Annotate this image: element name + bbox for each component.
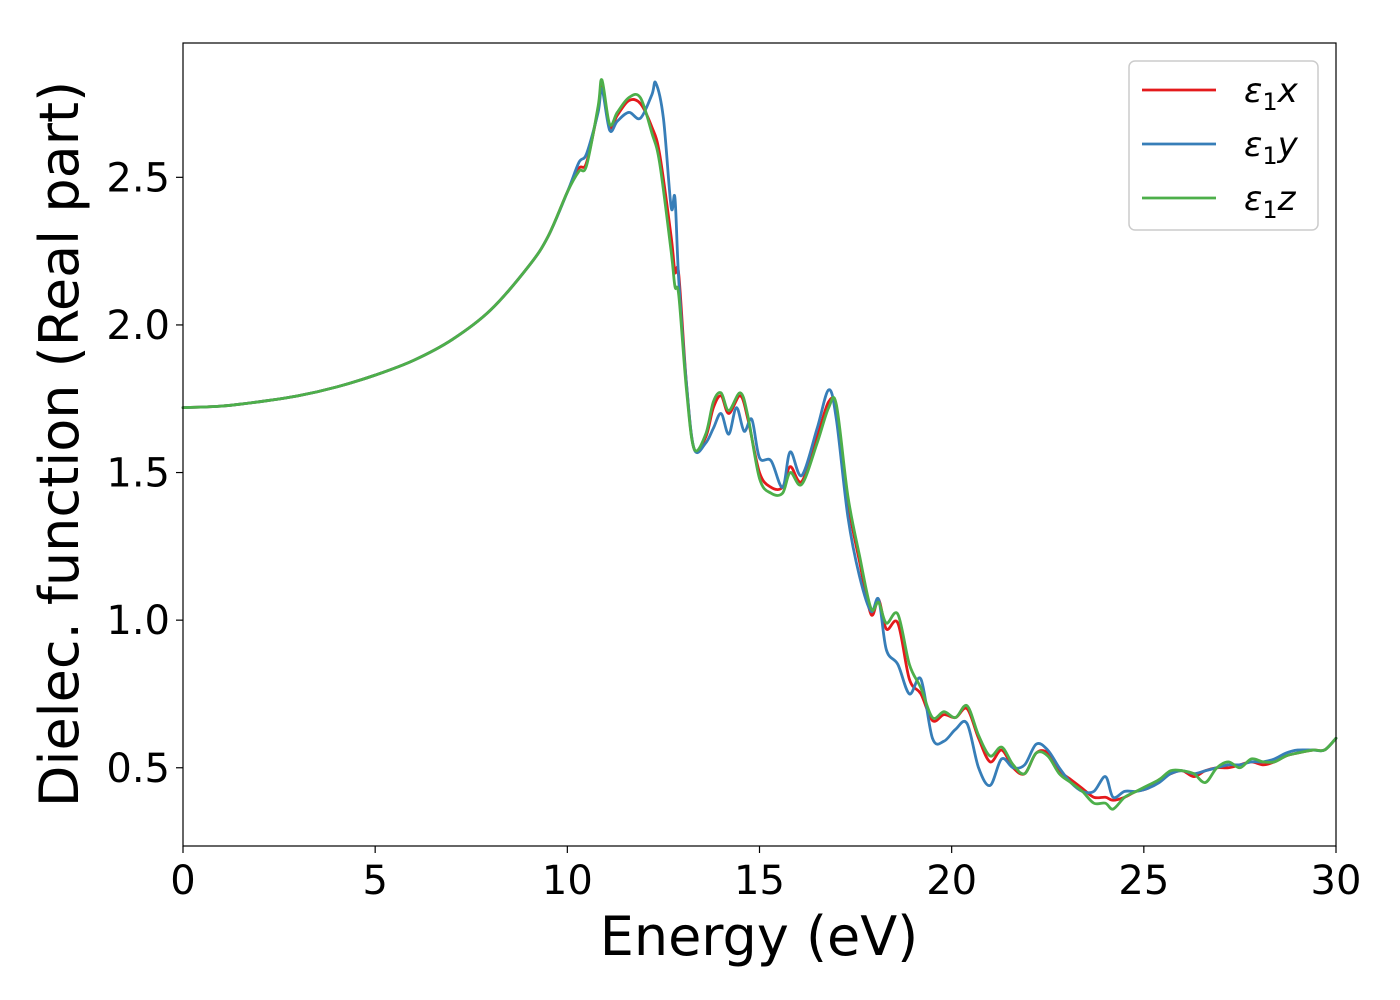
legend: ε1x ε1y ε1z: [1128, 60, 1319, 231]
x-tick-label: 10: [542, 858, 593, 904]
legend-box: [1128, 60, 1319, 231]
x-tick-label: 30: [1311, 858, 1362, 904]
y-tick-label: 2.5: [106, 155, 170, 201]
y-tick-label: 2.0: [106, 303, 170, 349]
series-line-z: [181, 78, 1338, 811]
x-tick-label: 20: [926, 858, 977, 904]
x-tick-label: 5: [362, 858, 387, 904]
legend-label-x: ε1x: [1244, 71, 1299, 116]
series-layer: [181, 78, 1338, 811]
y-tick-label: 0.5: [106, 746, 170, 792]
legend-label-z: ε1z: [1244, 179, 1297, 224]
x-tick-label: 15: [734, 858, 785, 904]
x-axis-title: Energy (eV): [600, 905, 919, 968]
x-tick-label: 0: [170, 858, 195, 904]
y-axis-title: Dielec. function (Real part): [28, 81, 91, 807]
x-tick-label: 25: [1118, 858, 1169, 904]
legend-label-y: ε1y: [1244, 125, 1299, 170]
y-tick-label: 1.0: [106, 598, 170, 644]
y-tick-label: 1.5: [106, 451, 170, 497]
ticks-layer: 0 5 10 15 20 25 30 0.5 1.0 1.5 2.0 2.5: [106, 155, 1361, 904]
